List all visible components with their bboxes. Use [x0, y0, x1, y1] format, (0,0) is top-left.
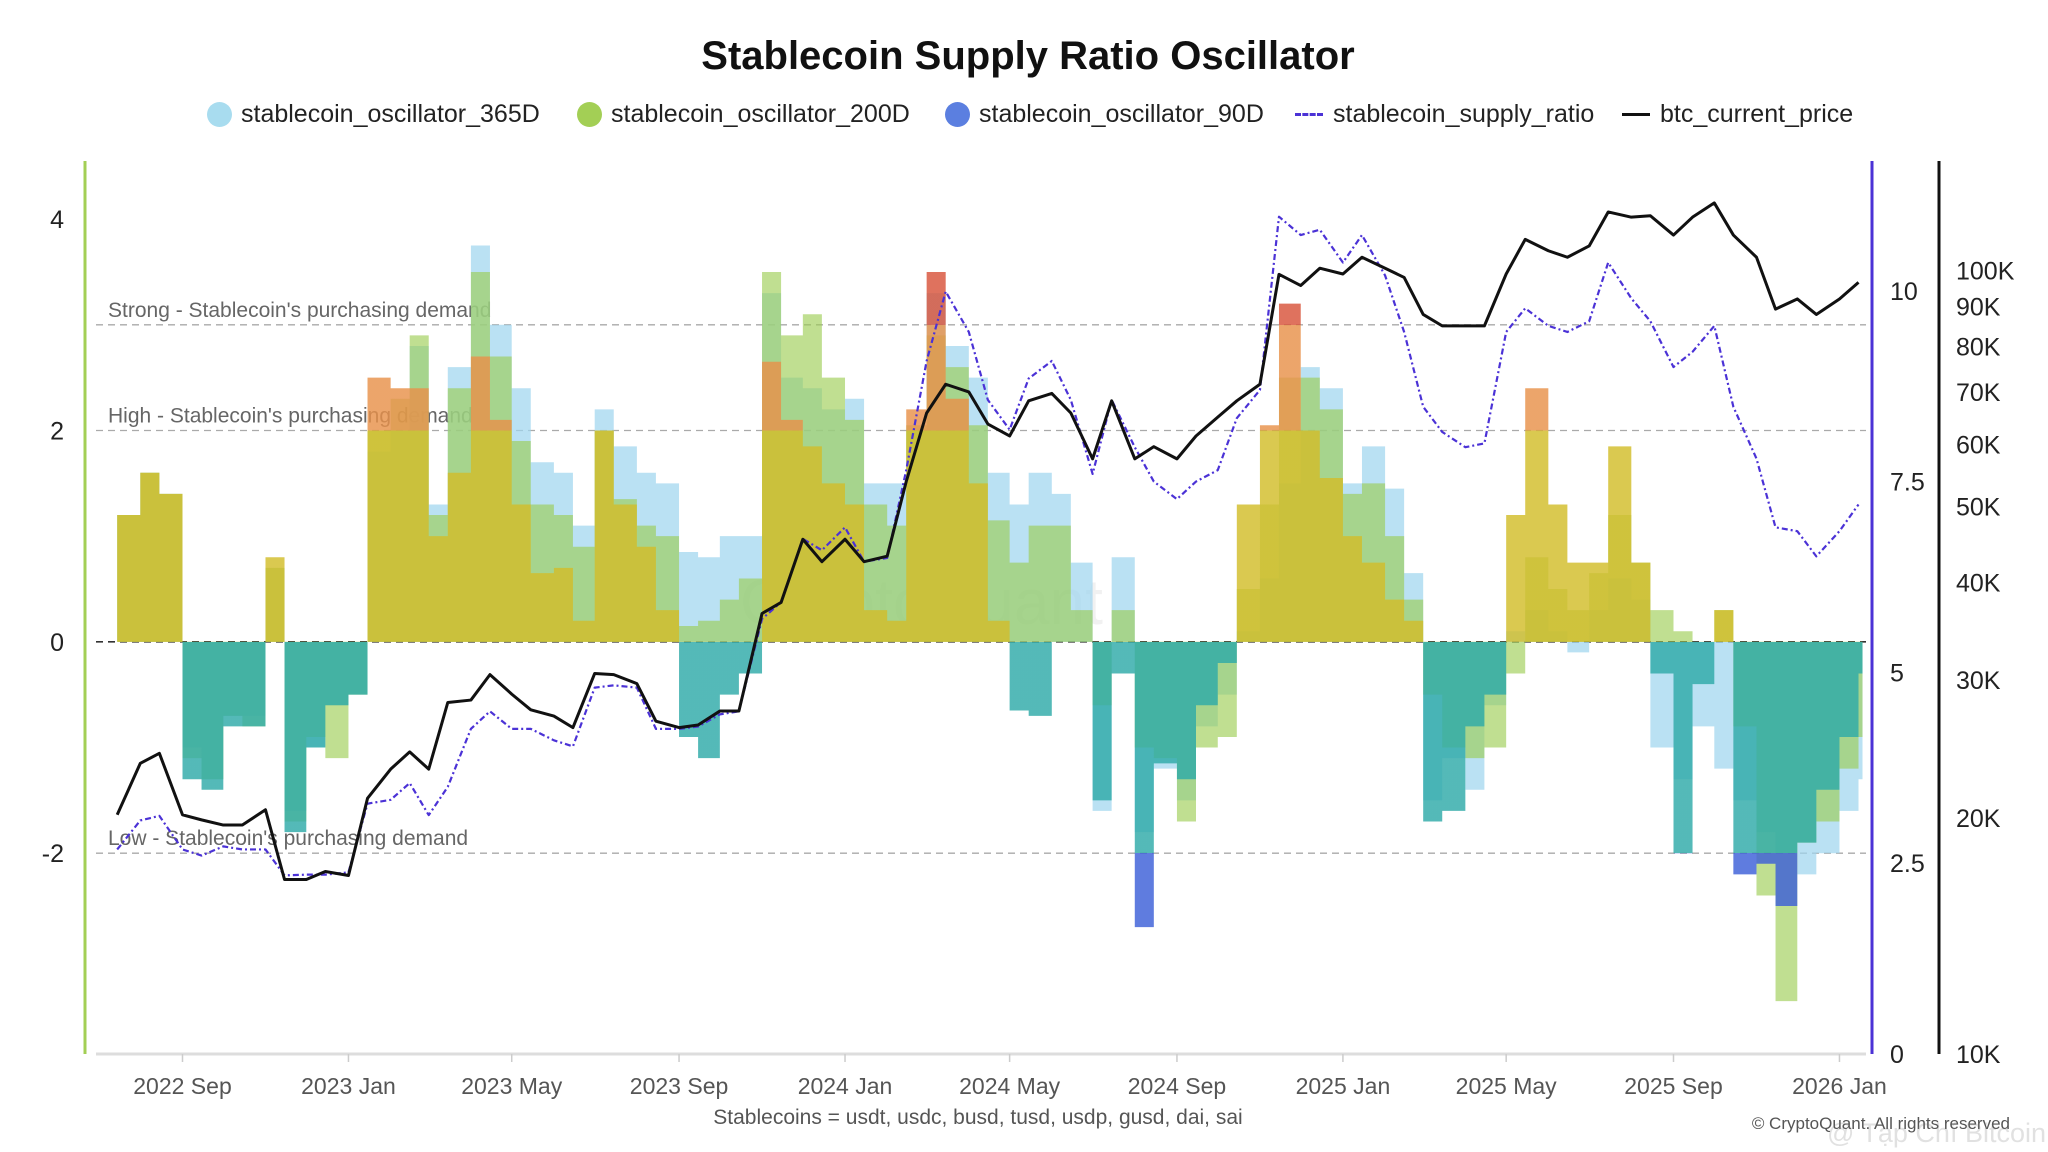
legend-line-icon: [1622, 113, 1650, 116]
legend-dash-line-icon: [1295, 113, 1323, 116]
reference-line-label: Low - Stablecoin's purchasing demand: [108, 827, 468, 850]
x-tick-label: 2026 Jan: [1792, 1073, 1887, 1099]
chart-title: Stablecoin Supply Ratio Oscillator: [701, 34, 1355, 78]
legend-item-365d[interactable]: stablecoin_oscillator_365D: [207, 100, 540, 129]
legend-item-supply-ratio[interactable]: stablecoin_supply_ratio: [1295, 100, 1594, 129]
legend-label: btc_current_price: [1660, 100, 1854, 128]
oscillator-tick-label: 4: [50, 206, 64, 234]
legend-label: stablecoin_oscillator_90D: [979, 100, 1264, 128]
oscillator-areas: [117, 245, 1863, 1002]
btc-tick-label: 30K: [1956, 667, 2001, 695]
btc-tick-label: 100K: [1956, 258, 2015, 286]
btc-tick-label: 70K: [1956, 379, 2001, 407]
legend-label: stablecoin_oscillator_200D: [611, 100, 910, 128]
legend-item-btc-price[interactable]: btc_current_price: [1622, 100, 1853, 129]
legend-label: stablecoin_supply_ratio: [1333, 100, 1595, 128]
legend-label: stablecoin_oscillator_365D: [241, 100, 540, 128]
x-tick-label: 2025 Jan: [1296, 1073, 1391, 1099]
btc-tick-label: 60K: [1956, 431, 2001, 459]
x-tick-label: 2023 Jan: [301, 1073, 396, 1099]
area-stablecoin-oscillator-90D: [117, 271, 1863, 928]
axes: 4 2 0 -2 10 7.5 5 2.5 0 100K 90K 80K 70K 60K 50K 40K 30K…: [42, 161, 2015, 1099]
oscillator-tick-label: 0: [50, 629, 64, 657]
legend: stablecoin_oscillator_365D stablecoin_os…: [0, 100, 2048, 134]
legend-dot-icon: [207, 102, 232, 127]
copyright: © CryptoQuant. All rights reserved: [1751, 1114, 2010, 1133]
ratio-tick-label: 7.5: [1890, 469, 1925, 497]
legend-dot-icon: [945, 102, 970, 127]
legend-item-90d[interactable]: stablecoin_oscillator_90D: [945, 100, 1264, 129]
x-tick-label: 2024 May: [959, 1073, 1061, 1099]
tap-chi-bitcoin-watermark: @ Tạp Chí Bitcoin: [1826, 1118, 2046, 1148]
btc-tick-label: 10K: [1956, 1041, 2001, 1069]
x-tick-label: 2025 May: [1456, 1073, 1558, 1099]
legend-item-200d[interactable]: stablecoin_oscillator_200D: [577, 100, 910, 129]
oscillator-tick-label: -2: [42, 840, 64, 868]
price-lines: [115, 201, 1860, 882]
btc-tick-label: 50K: [1956, 493, 2001, 521]
ratio-tick-label: 5: [1890, 659, 1904, 687]
ratio-tick-label: 10: [1890, 278, 1918, 306]
ratio-tick-label: 0: [1890, 1041, 1904, 1069]
reference-line-label: Strong - Stablecoin's purchasing demand: [108, 299, 491, 322]
btc-tick-label: 40K: [1956, 569, 2001, 597]
x-tick-label: 2023 Sep: [630, 1073, 728, 1099]
legend-dot-icon: [577, 102, 602, 127]
ratio-tick-label: 2.5: [1890, 850, 1925, 878]
btc-tick-label: 20K: [1956, 805, 2001, 833]
x-tick-label: 2023 May: [461, 1073, 563, 1099]
btc-tick-label: 80K: [1956, 334, 2001, 362]
btc-tick-label: 90K: [1956, 293, 2001, 321]
x-tick-label: 2025 Sep: [1624, 1073, 1722, 1099]
x-tick-label: 2024 Jan: [798, 1073, 893, 1099]
x-tick-label: 2022 Sep: [133, 1073, 231, 1099]
footnote: Stablecoins = usdt, usdc, busd, tusd, us…: [713, 1106, 1243, 1129]
oscillator-tick-label: 2: [50, 417, 64, 445]
x-tick-label: 2024 Sep: [1128, 1073, 1226, 1099]
